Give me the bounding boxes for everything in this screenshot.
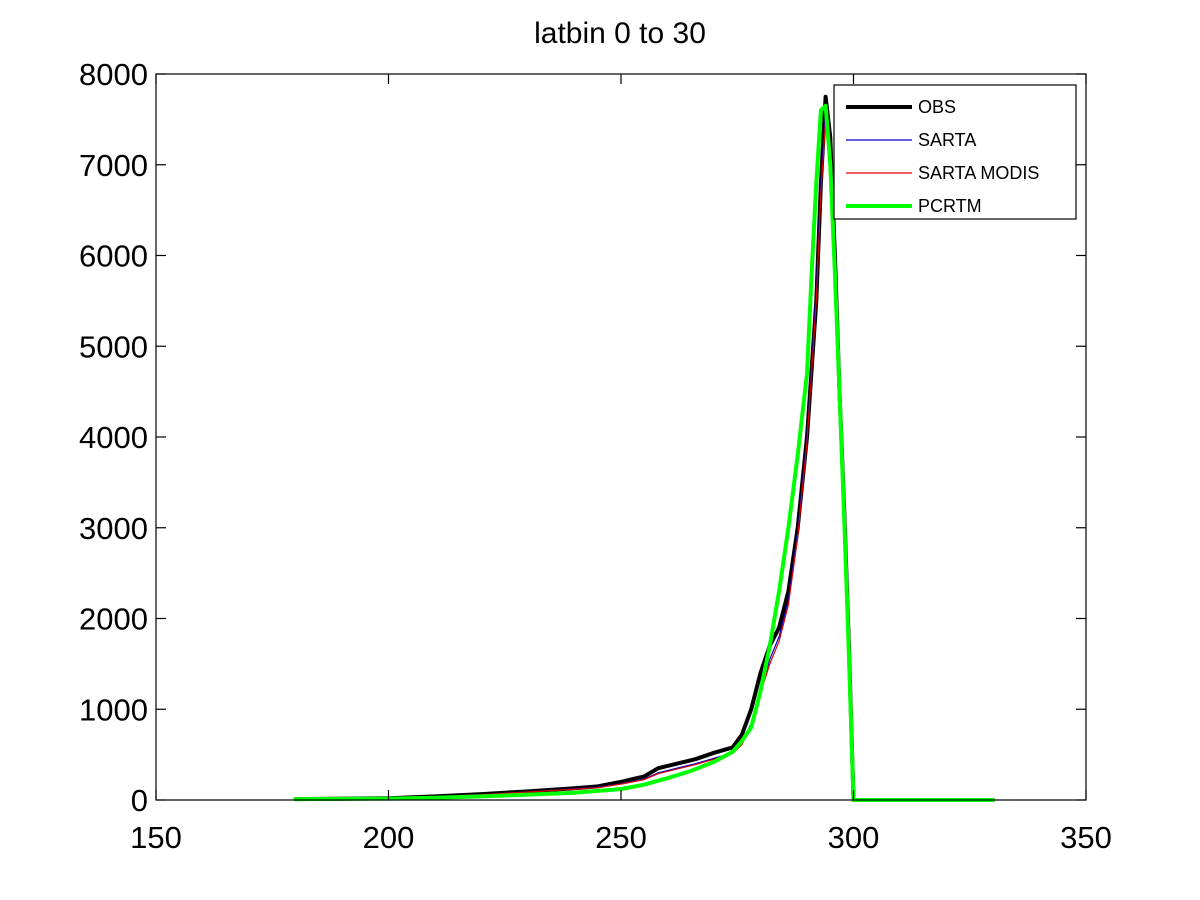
ticks-layer: 150 200 250 300 350 0 1000 2000 3000 4000 5000 6000… [79,57,1112,855]
y-tick-label: 3000 [79,511,148,546]
series-line-pcrtm [293,103,995,802]
y-tick-label: 4000 [79,420,148,455]
y-tick-label: 1000 [79,692,148,727]
x-tick-label: 250 [595,820,647,855]
legend-label: SARTA MODIS [918,163,1039,183]
x-tick-label: 350 [1060,820,1112,855]
legend-label: OBS [918,97,956,117]
axes-box [155,73,1087,801]
chart-title: latbin 0 to 30 [534,17,706,50]
y-tick-label: 2000 [79,602,148,637]
x-tick-label: 200 [363,820,415,855]
legend-box [833,84,1077,220]
y-tick-label: 6000 [79,239,148,274]
y-tick-label: 5000 [79,329,148,364]
y-tick-label: 7000 [79,148,148,183]
legend: OBS SARTA SARTA MODIS PCRTM [833,84,1077,220]
legend-label: PCRTM [918,196,982,216]
x-tick-label: 300 [828,820,880,855]
y-tick-label: 0 [131,783,148,818]
series-layer [293,94,995,802]
y-tick-label: 8000 [79,57,148,92]
legend-label: SARTA [918,130,976,150]
x-tick-label: 150 [130,820,182,855]
